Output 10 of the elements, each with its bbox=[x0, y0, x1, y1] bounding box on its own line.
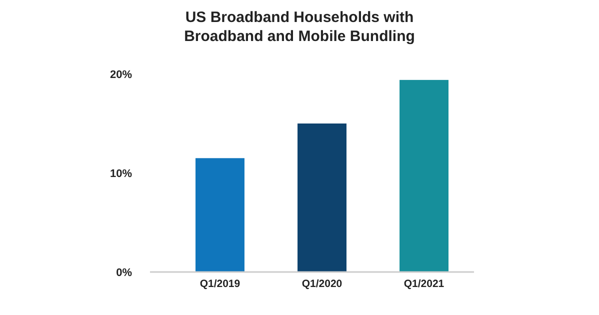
y-tick-label: 0% bbox=[116, 266, 132, 279]
bar bbox=[400, 80, 448, 272]
bar bbox=[298, 124, 346, 272]
x-tick-label: Q1/2020 bbox=[302, 278, 342, 290]
x-tick-label: Q1/2019 bbox=[200, 278, 240, 290]
bar bbox=[196, 158, 244, 272]
x-tick-label: Q1/2021 bbox=[404, 278, 444, 290]
chart-title: US Broadband Households with Broadband and Mobile Bundling bbox=[184, 9, 415, 45]
y-tick-label: 20% bbox=[110, 68, 132, 81]
y-tick-label: 10% bbox=[110, 168, 132, 180]
